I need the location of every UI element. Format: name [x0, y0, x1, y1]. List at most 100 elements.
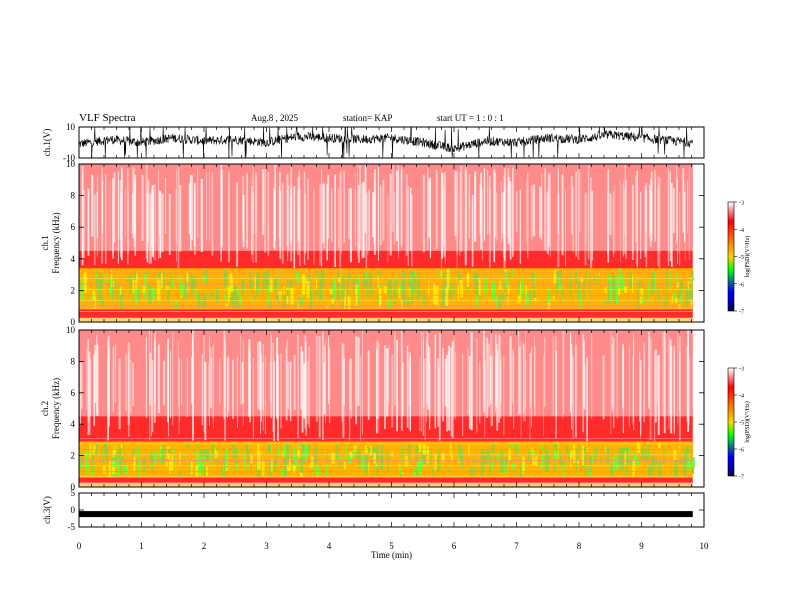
- ch1-spec-streak: [684, 181, 686, 260]
- ch2-spec-streak: [273, 360, 275, 441]
- ch1-spec-band-patch: [338, 269, 341, 292]
- ch1-spec-streak: [397, 170, 399, 259]
- ch1-spec-band-patch: [443, 293, 446, 297]
- ch2-spec-band-patch: [626, 452, 629, 463]
- ch2-spec-streak: [360, 356, 362, 441]
- ch1-spec-band-patch: [525, 292, 529, 307]
- ch2-spec-streak: [409, 355, 411, 432]
- ch1-spec-band-patch: [457, 270, 460, 287]
- ch2-spec-streak: [236, 356, 238, 428]
- ch1-spec-streak: [466, 170, 468, 250]
- ch1-spec-streak: [274, 164, 276, 241]
- ch2-spec-streak: [470, 352, 472, 425]
- ch1-spec-band-patch: [498, 294, 501, 309]
- ch2-spec-streak: [224, 334, 226, 441]
- ch1-spec-band-patch: [665, 270, 668, 291]
- ch2-spec-band-patch: [553, 463, 557, 473]
- ch2-spec-band-patch: [422, 444, 427, 454]
- ch2-spec-band-patch: [540, 453, 545, 469]
- ch2-spec-band-patch: [515, 445, 518, 457]
- ch2-spec-streak: [232, 359, 234, 419]
- ch1-spec-streak: [131, 193, 133, 234]
- ch1-spec-streak: [677, 179, 678, 264]
- ch1-spec-streak: [624, 187, 626, 254]
- ch2-spec-streak: [287, 361, 290, 410]
- ch2-spec-band-patch: [494, 455, 497, 468]
- ch2-spec-band-patch: [80, 451, 83, 467]
- ch2-spec-band-patch: [532, 458, 536, 465]
- ch1-spec-streak: [487, 169, 489, 235]
- ch1-spec-band-patch: [460, 280, 463, 298]
- ch2-spec-band-patch: [232, 447, 236, 456]
- ch2-spec-band-patch: [314, 445, 318, 463]
- ch1-spec-streak: [651, 170, 653, 235]
- ch2-spec-streak: [125, 354, 128, 411]
- ch2-spec-band-patch: [500, 452, 504, 473]
- ch1-spec-band-patch: [256, 272, 260, 289]
- ch1-spec-band-patch: [251, 281, 254, 288]
- ch2-spec-band-patch: [117, 459, 120, 478]
- ch2-spec-band-patch: [480, 449, 484, 460]
- ch2-spec-streak: [286, 340, 288, 421]
- ch2-spec-band-patch: [124, 465, 128, 475]
- ch1-spec-band-patch: [692, 277, 694, 281]
- ch1-spec-band-patch: [529, 289, 532, 306]
- ch2-spec-streak: [529, 359, 531, 440]
- ch2-spec-streak: [204, 361, 207, 441]
- ch1-spec-streak: [331, 187, 333, 242]
- ch2-spec-streak: [677, 332, 679, 425]
- ch2-spec-streak: [225, 345, 227, 440]
- ch1-spec-band-patch: [648, 280, 650, 302]
- ch2-spec-streak: [108, 347, 110, 427]
- ch2-spec-band-patch: [415, 445, 418, 462]
- ch2-spec-streak: [688, 356, 690, 426]
- ch2-spec-streak: [446, 354, 448, 432]
- ch1-spec-band-patch: [268, 301, 271, 309]
- ch2-spec-band-patch: [472, 459, 475, 462]
- ch2-spec-streak: [318, 336, 321, 438]
- ch1-spec-band-patch: [687, 281, 691, 289]
- ch2-spec-band-patch: [223, 467, 227, 477]
- ch2-spec-band-patch: [488, 455, 492, 475]
- ch2-spec-band-patch: [165, 459, 168, 467]
- ch1-spec-band-patch: [297, 304, 300, 309]
- ch2-spec-streak: [523, 343, 525, 413]
- ch2-spec-streak: [285, 347, 287, 420]
- ch1-spec-streak: [682, 168, 685, 233]
- ch2-spec-band-patch: [447, 466, 449, 473]
- ch2-spec-streak: [349, 358, 352, 411]
- ch2-spec-band-patch: [414, 464, 418, 476]
- ch2-spec-band-patch: [326, 451, 328, 465]
- ch2-spec-band-patch: [534, 456, 538, 466]
- ch1-spec-streak: [293, 186, 296, 268]
- ch2-spec-streak: [496, 350, 499, 431]
- ch2-spec-streak: [529, 352, 531, 408]
- ch1-spec-streak: [176, 169, 177, 262]
- ch1-spec-streak: [482, 188, 484, 261]
- ch1-spec-band-patch: [687, 292, 690, 299]
- ch1-spec-streak: [118, 179, 120, 238]
- ch2-spec-streak: [107, 355, 109, 441]
- ch1-spec-band-patch: [192, 280, 196, 291]
- x-tick-label: 1: [139, 541, 144, 551]
- ch2-spec-streak: [304, 335, 307, 429]
- ch1-spec-band-patch: [401, 282, 405, 301]
- ch2-spec-streak: [531, 347, 532, 427]
- ch1-spec-band-patch: [671, 295, 673, 304]
- ch1-spec-streak: [287, 184, 290, 252]
- ch1-spec-band-patch: [617, 281, 621, 296]
- ch2-spec-band-patch: [275, 453, 277, 466]
- ch2-spec-streak: [191, 339, 194, 405]
- ch1-spec-streak: [168, 193, 171, 256]
- ch2-spec-streak: [400, 330, 403, 431]
- ch1-spec-streak: [502, 192, 504, 234]
- ch1-spec-streak: [540, 187, 543, 236]
- ch1-spec-band-patch: [657, 287, 660, 302]
- ch2-spec-streak: [408, 352, 411, 407]
- ch2-spec-band-patch: [153, 449, 155, 459]
- ch2-spec-band-patch: [218, 453, 220, 461]
- ch2-spec-streak: [437, 358, 439, 427]
- ch2-spec-band-patch: [256, 469, 261, 477]
- ch2-spec-band-patch: [198, 456, 202, 475]
- ch2-spec-streak: [114, 343, 117, 404]
